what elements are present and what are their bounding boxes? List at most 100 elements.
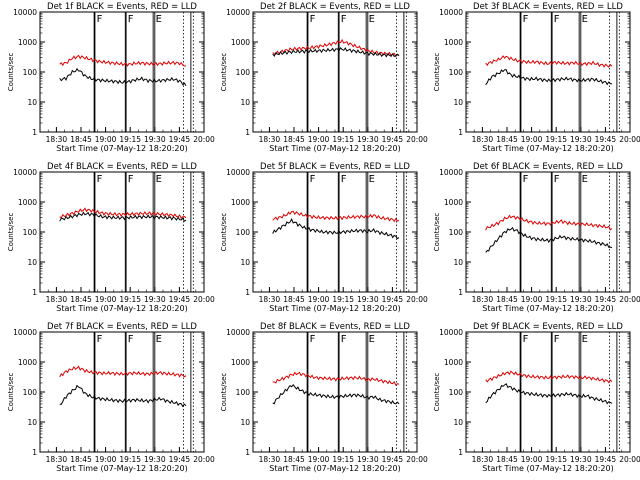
y-tick-label: 1	[458, 448, 463, 457]
series-lld-line	[272, 38, 400, 58]
x-tick-label: 18:30	[46, 295, 68, 304]
y-axis-label: Counts/sec	[433, 213, 441, 252]
x-tick-label: 19:00	[95, 135, 117, 144]
x-tick-label: 19:15	[119, 295, 141, 304]
x-axis-label: Start Time (07-May-12 18:20:20)	[269, 464, 400, 473]
series-events-line	[272, 47, 400, 58]
x-tick-label: 19:00	[95, 455, 117, 464]
y-tick-label: 100	[236, 68, 251, 77]
y-tick-label: 100	[449, 228, 464, 237]
panel-det-1: Det 1f BLACK = Events, RED = LLD 1 10 100 10…	[7, 2, 215, 153]
x-tick-label: 19:45	[595, 135, 617, 144]
x-tick-label: 19:00	[308, 455, 330, 464]
series-lld-line	[272, 371, 400, 386]
y-axis-label: Counts/sec	[7, 373, 15, 412]
y-tick-label: 10	[27, 418, 37, 427]
y-axis-label: Counts/sec	[7, 213, 15, 252]
x-tick-label: 18:45	[283, 135, 305, 144]
x-tick-label: 19:45	[382, 295, 404, 304]
x-tick-label: 18:30	[472, 455, 494, 464]
x-tick-label: 19:45	[595, 295, 617, 304]
panel-det-6: Det 6f BLACK = Events, RED = LLD 1 10 100 10…	[433, 162, 640, 313]
plot-frame	[39, 171, 205, 293]
x-tick-label: 20:00	[406, 455, 428, 464]
y-tick-label: 1	[32, 448, 37, 457]
y-tick-label: 100	[23, 228, 38, 237]
event-annotation: E	[582, 14, 588, 25]
y-tick-label: 10000	[226, 328, 250, 337]
x-tick-label: 19:45	[595, 455, 617, 464]
plot-frame	[39, 11, 205, 133]
x-axis-label: Start Time (07-May-12 18:20:20)	[269, 304, 400, 313]
series-lld-line	[272, 210, 400, 223]
event-annotation: F	[341, 334, 347, 345]
x-tick-label: 19:30	[144, 455, 166, 464]
plot-frame	[465, 11, 631, 133]
x-tick-label: 20:00	[406, 135, 428, 144]
x-axis-label: Start Time (07-May-12 18:20:20)	[269, 144, 400, 153]
panel-title: Det 2f BLACK = Events, RED = LLD	[260, 2, 410, 12]
panel-title: Det 6f BLACK = Events, RED = LLD	[473, 162, 623, 172]
series-lld-line	[59, 207, 187, 220]
x-tick-label: 20:00	[193, 455, 215, 464]
y-tick-label: 10	[453, 418, 463, 427]
panel-title: Det 1f BLACK = Events, RED = LLD	[47, 2, 197, 12]
x-tick-label: 18:45	[70, 295, 92, 304]
event-annotation: F	[523, 14, 529, 25]
panel-title: Det 7f BLACK = Events, RED = LLD	[47, 322, 197, 332]
x-tick-label: 18:30	[46, 135, 68, 144]
plot-frame	[252, 331, 418, 453]
event-annotation: E	[369, 334, 375, 345]
x-tick-label: 18:45	[496, 455, 518, 464]
event-annotation: F	[128, 334, 134, 345]
panel-title: Det 9f BLACK = Events, RED = LLD	[473, 322, 623, 332]
x-tick-label: 18:30	[259, 295, 281, 304]
event-annotation: E	[369, 14, 375, 25]
y-tick-label: 100	[236, 388, 251, 397]
x-tick-label: 19:30	[144, 135, 166, 144]
panel-det-5: Det 5f BLACK = Events, RED = LLD 1 10 100 10…	[220, 162, 428, 313]
y-axis-label: Counts/sec	[220, 53, 228, 92]
x-tick-label: 18:30	[472, 295, 494, 304]
series-events-line	[485, 383, 613, 405]
x-tick-label: 19:00	[308, 135, 330, 144]
x-tick-label: 19:30	[357, 135, 379, 144]
panel-det-9: Det 9f BLACK = Events, RED = LLD 1 10 100 10…	[433, 322, 640, 473]
x-tick-label: 19:15	[332, 295, 354, 304]
series-events-line	[485, 69, 613, 86]
y-tick-label: 100	[23, 68, 38, 77]
y-tick-label: 10	[453, 98, 463, 107]
x-tick-label: 18:45	[496, 135, 518, 144]
y-tick-label: 10	[453, 258, 463, 267]
y-tick-label: 10000	[13, 8, 37, 17]
x-tick-label: 19:00	[521, 455, 543, 464]
x-tick-label: 18:30	[259, 135, 281, 144]
y-tick-label: 10	[240, 258, 250, 267]
y-tick-label: 1	[245, 288, 250, 297]
x-tick-label: 19:15	[545, 455, 567, 464]
y-tick-label: 1000	[231, 38, 250, 47]
x-axis-label: Start Time (07-May-12 18:20:20)	[482, 464, 613, 473]
x-tick-label: 19:30	[357, 295, 379, 304]
x-tick-label: 19:45	[169, 135, 191, 144]
x-tick-label: 19:30	[570, 135, 592, 144]
x-tick-label: 20:00	[619, 295, 640, 304]
x-tick-label: 19:30	[570, 455, 592, 464]
event-annotation: E	[156, 174, 162, 185]
plot-frame	[465, 171, 631, 293]
x-axis-label: Start Time (07-May-12 18:20:20)	[56, 144, 187, 153]
event-annotation: F	[554, 334, 560, 345]
y-tick-label: 1000	[18, 198, 37, 207]
panel-title: Det 5f BLACK = Events, RED = LLD	[260, 162, 410, 172]
event-annotation: F	[554, 14, 560, 25]
x-tick-label: 19:45	[382, 135, 404, 144]
series-events-line	[272, 384, 400, 405]
y-tick-label: 10	[27, 98, 37, 107]
series-events-line	[272, 218, 400, 240]
y-axis-label: Counts/sec	[7, 53, 15, 92]
y-tick-label: 100	[236, 228, 251, 237]
x-tick-label: 19:45	[169, 295, 191, 304]
x-tick-label: 19:15	[545, 135, 567, 144]
x-tick-label: 19:00	[308, 295, 330, 304]
y-axis-label: Counts/sec	[433, 373, 441, 412]
